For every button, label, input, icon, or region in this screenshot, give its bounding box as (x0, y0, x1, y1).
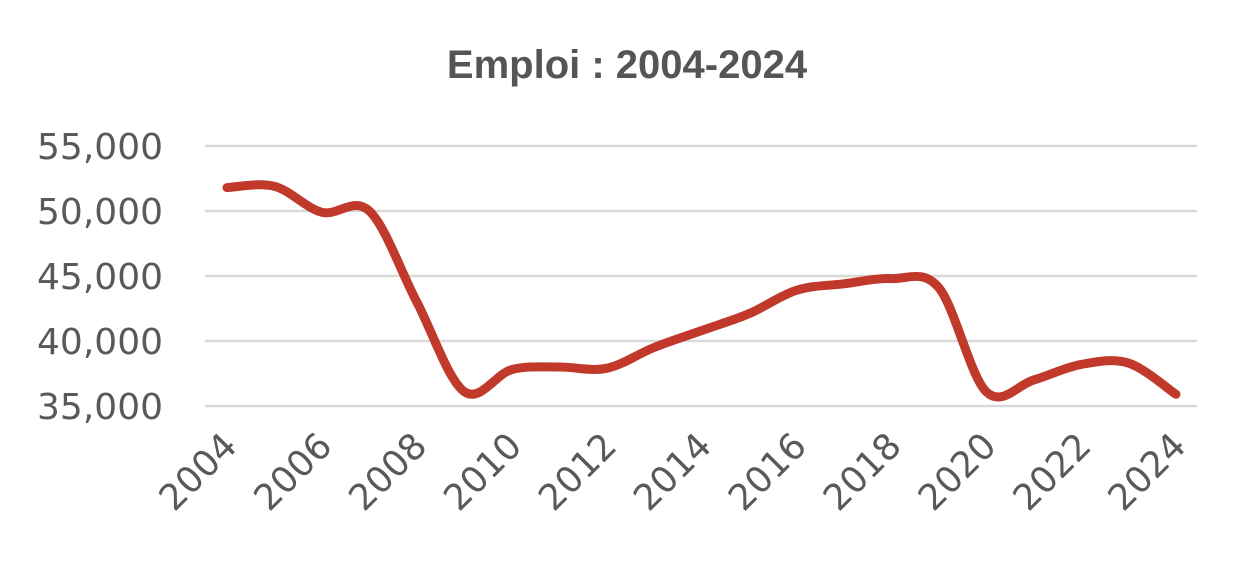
x-tick-label: 2004 (152, 425, 246, 519)
x-tick-label: 2008 (341, 425, 435, 519)
gridlines (205, 144, 1197, 408)
y-tick-label: 45,000 (37, 257, 163, 298)
x-tick-label: 2006 (246, 425, 340, 519)
x-tick-label: 2018 (816, 425, 910, 519)
x-tick-label: 2024 (1101, 425, 1195, 519)
y-axis-tick-labels: 35,000 40,000 45,000 50,000 55,000 (37, 127, 163, 428)
series-lines (222, 180, 1181, 402)
chart-title: Emploi : 2004-2024 (447, 43, 808, 87)
y-tick-label: 50,000 (37, 192, 163, 233)
y-tick-label: 35,000 (37, 387, 163, 428)
x-axis-tick-labels: 2004 2006 2008 2010 2012 2014 2016 2018 2020 2022… (152, 425, 1195, 519)
series-line-emploi (222, 180, 1181, 402)
x-tick-label: 2014 (626, 425, 720, 519)
y-tick-label: 40,000 (37, 322, 163, 363)
x-tick-label: 2020 (911, 425, 1005, 519)
x-tick-label: 2012 (531, 425, 625, 519)
x-tick-label: 2010 (436, 425, 530, 519)
x-tick-label: 2022 (1006, 425, 1100, 519)
x-tick-label: 2016 (721, 425, 815, 519)
y-tick-label: 55,000 (37, 127, 163, 168)
